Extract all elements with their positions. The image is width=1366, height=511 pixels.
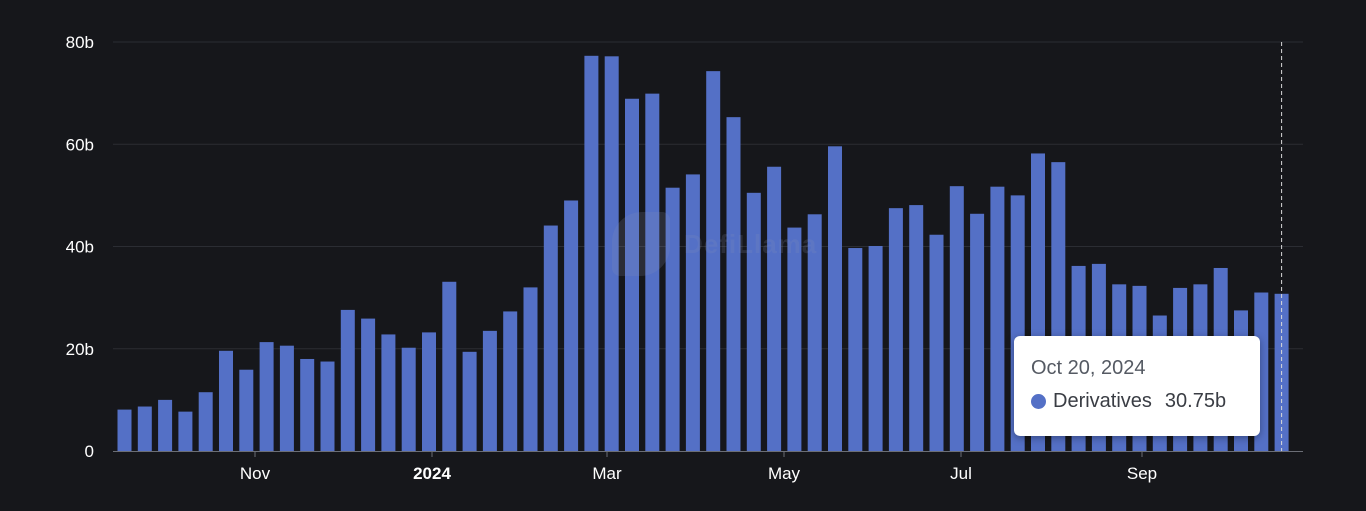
- chart-bar: [300, 358, 315, 451]
- x-tick-label: Nov: [240, 464, 271, 483]
- chart-bar: [990, 186, 1005, 451]
- chart-bar: [645, 93, 660, 451]
- chart-tooltip: Oct 20, 2024 Derivatives 30.75b: [1014, 336, 1260, 436]
- chart-bar: [584, 55, 599, 452]
- chart-bar: [422, 332, 436, 451]
- tooltip-series-name: Derivatives: [1053, 390, 1152, 412]
- y-tick-label: 20b: [66, 340, 94, 359]
- y-tick-label: 40b: [66, 238, 94, 257]
- chart-bar: [543, 225, 558, 451]
- chart-bar: [462, 351, 477, 451]
- chart-bar: [381, 334, 396, 451]
- y-tick-label: 80b: [66, 33, 94, 52]
- chart-bar: [361, 318, 376, 451]
- chart-bar: [340, 309, 355, 451]
- chart-bar: [807, 214, 822, 451]
- chart-bar: [564, 200, 579, 451]
- chart-bar: [828, 146, 842, 452]
- chart-bar: [909, 205, 924, 451]
- chart-bar: [767, 166, 782, 451]
- series-color-dot-icon: [1031, 393, 1046, 409]
- chart-bar: [482, 330, 497, 451]
- chart-bar: [442, 281, 457, 451]
- chart-bar: [665, 187, 680, 452]
- chart-bar: [706, 71, 721, 452]
- chart-bar: [259, 342, 274, 451]
- chart-bar: [848, 248, 863, 451]
- chart-bar: [320, 361, 335, 451]
- x-tick-label: May: [768, 464, 801, 483]
- chart-bar: [117, 409, 132, 451]
- chart-bar: [401, 347, 416, 451]
- chart-bar: [503, 311, 518, 451]
- tooltip-date: Oct 20, 2024: [1031, 357, 1146, 379]
- chart-bar: [219, 350, 233, 451]
- x-tick-label: Sep: [1127, 464, 1157, 483]
- chart-bar: [158, 399, 173, 451]
- chart-bar: [868, 245, 883, 451]
- chart-bar: [685, 174, 700, 451]
- tooltip-series-row: Derivatives 30.75b: [1031, 389, 1243, 413]
- chart-bar: [239, 369, 254, 451]
- chart-bar: [279, 345, 294, 451]
- chart-bar: [198, 392, 213, 451]
- chart-bar: [929, 234, 944, 451]
- y-tick-label: 0: [85, 442, 94, 461]
- chart-bar: [888, 208, 903, 451]
- y-tick-label: 60b: [66, 135, 94, 154]
- tooltip-value: 30.75b: [1164, 390, 1227, 412]
- x-tick-label: 2024: [413, 464, 451, 483]
- chart-bar: [523, 287, 538, 451]
- chart-bar: [604, 56, 619, 451]
- chart-bar: [178, 411, 193, 451]
- chart-bar: [746, 192, 761, 451]
- chart-bar: [137, 406, 152, 451]
- chart-bar: [787, 227, 802, 451]
- chart-bar: [949, 186, 964, 452]
- x-tick-label: Mar: [592, 464, 622, 483]
- x-tick-label: Jul: [950, 464, 972, 483]
- chart-bar: [970, 213, 985, 451]
- chart-bar: [726, 117, 741, 451]
- chart-bar: [625, 98, 639, 451]
